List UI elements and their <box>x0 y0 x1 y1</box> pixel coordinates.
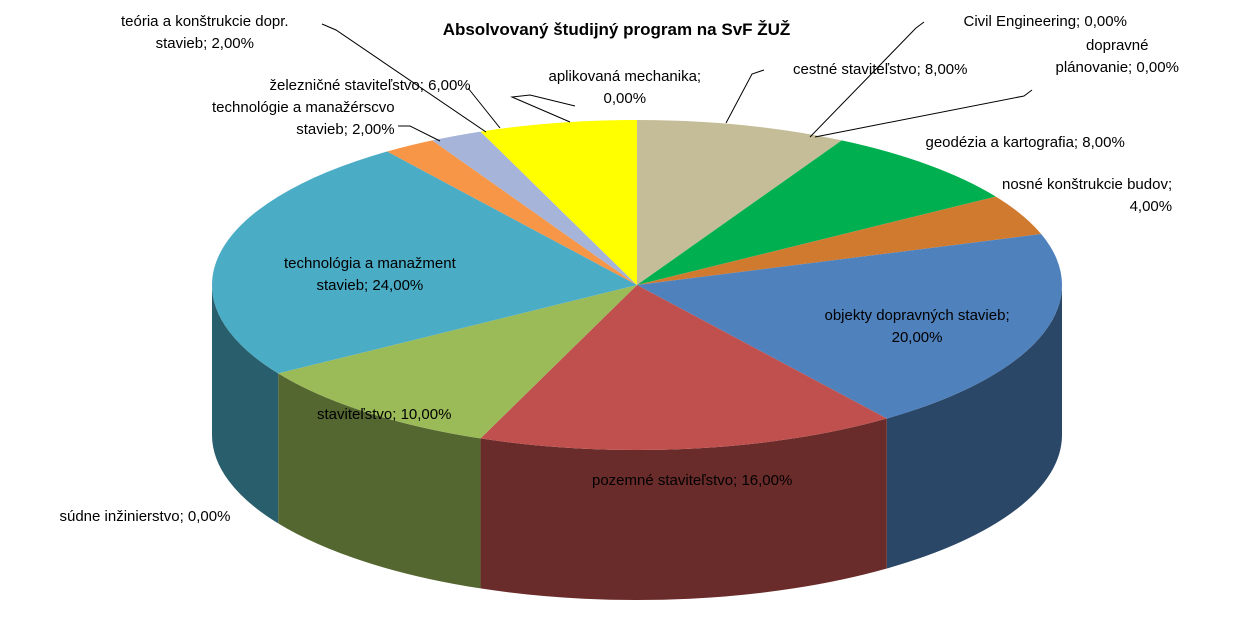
leader-line <box>398 125 441 142</box>
pie-slice <box>637 234 1062 419</box>
pie-slice <box>278 285 637 439</box>
leader-line <box>809 21 925 138</box>
leader-line <box>510 94 576 123</box>
data-label: železničné staviteľstvo; 6,00% <box>269 77 471 94</box>
data-label: pozemné staviteľstvo; 16,00% <box>592 472 793 489</box>
pie-sides <box>212 285 1062 600</box>
leader-lines <box>321 21 1033 142</box>
data-label: geodézia a kartografia; 8,00% <box>925 134 1125 151</box>
leader-line <box>467 87 501 129</box>
leader-line <box>814 89 1033 138</box>
pie-slice <box>432 131 637 285</box>
pie-slice-side <box>886 285 1062 569</box>
data-label: teória a konštrukcie dopr. stavieb; 2,00… <box>121 13 289 52</box>
pie-slice <box>480 120 637 285</box>
pie-slice-side <box>212 285 279 524</box>
leader-line <box>321 23 487 133</box>
pie-slice <box>637 140 996 285</box>
pie-slice-side <box>480 418 887 600</box>
pie-slice <box>480 285 887 450</box>
pie-tops <box>212 120 1062 450</box>
pie-slice <box>637 120 842 285</box>
data-label: Civil Engineering; 0,00% <box>963 13 1127 30</box>
data-label: dopravné plánovanie; 0,00% <box>1055 37 1179 76</box>
data-label: technológia a manažment stavieb; 24,00% <box>284 255 456 294</box>
data-label: technológie a manažérscvo stavieb; 2,00% <box>212 99 395 138</box>
data-label: objekty dopravných stavieb; 20,00% <box>824 307 1010 346</box>
pie-slice <box>212 151 638 374</box>
data-label: staviteľstvo; 10,00% <box>317 406 452 423</box>
data-label: aplikovaná mechanika; 0,00% <box>548 68 702 107</box>
pie-slice-side <box>278 373 481 589</box>
data-label: cestné staviteľstvo; 8,00% <box>793 61 968 78</box>
chart-title: Absolvovaný študijný program na SvF ŽUŽ <box>442 20 791 39</box>
data-label: nosné konštrukcie budov; 4,00% <box>1002 176 1173 215</box>
data-label: súdne inžinierstvo; 0,00% <box>59 508 231 525</box>
leader-line <box>725 69 765 124</box>
pie-slice <box>637 196 1042 285</box>
pie-slice <box>387 140 637 285</box>
